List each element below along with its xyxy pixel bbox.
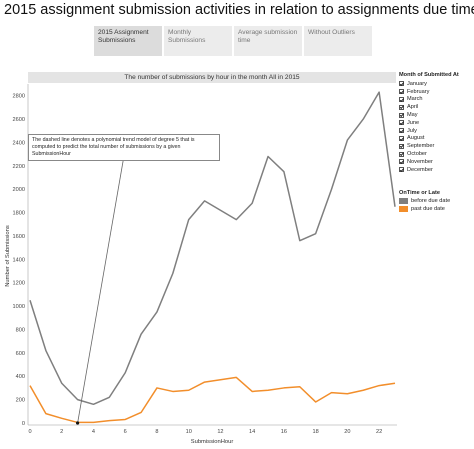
month-filter-march[interactable]: March xyxy=(399,96,474,104)
tab-average-submission-time[interactable]: Average submission time xyxy=(234,26,304,56)
month-filter-label: October xyxy=(407,151,427,158)
x-tick-label: 22 xyxy=(376,429,382,435)
x-tick-label: 18 xyxy=(313,429,319,435)
month-filter-label: November xyxy=(407,158,433,165)
month-filter-label: July xyxy=(407,127,417,134)
x-tick-label: 6 xyxy=(124,429,127,435)
y-tick-label: 200 xyxy=(16,398,25,404)
y-axis-label: Number of Submissions xyxy=(5,225,11,287)
month-filter-january[interactable]: January xyxy=(399,80,474,88)
month-filter-label: May xyxy=(407,112,418,119)
month-filter-april[interactable]: April xyxy=(399,103,474,111)
legend-swatch xyxy=(399,206,408,213)
checkbox-checked-icon[interactable] xyxy=(399,128,404,134)
checkbox-checked-icon[interactable] xyxy=(399,81,404,87)
page-title: 2015 assignment submission activities in… xyxy=(4,2,474,18)
month-filter-february[interactable]: February xyxy=(399,88,474,96)
y-tick-label: 2400 xyxy=(13,140,25,146)
chart-title: The number of submissions by hour in the… xyxy=(28,72,396,83)
month-filter-label: August xyxy=(407,135,425,142)
checkbox-checked-icon[interactable] xyxy=(399,112,404,118)
y-tick-label: 1000 xyxy=(13,304,25,310)
checkbox-checked-icon[interactable] xyxy=(399,135,404,141)
legend-item-before-due-date[interactable]: before due date xyxy=(399,198,474,206)
y-tick-label: 0 xyxy=(22,421,25,427)
x-tick-label: 8 xyxy=(155,429,158,435)
checkbox-checked-icon[interactable] xyxy=(399,96,404,102)
x-axis-label: SubmissionHour xyxy=(191,439,234,445)
tab-without-outliers[interactable]: Without Outliers xyxy=(304,26,374,56)
tab-2015-assignment-submissions[interactable]: 2015 Assignment Submissions xyxy=(94,26,164,56)
x-tick-label: 12 xyxy=(217,429,223,435)
month-filter-label: February xyxy=(407,88,430,95)
tab-bar: 2015 Assignment Submissions Monthly Subm… xyxy=(94,26,374,56)
month-filter-june[interactable]: June xyxy=(399,119,474,127)
checkbox-checked-icon[interactable] xyxy=(399,143,404,149)
legend-label: past due date xyxy=(411,206,445,213)
month-filter-label: September xyxy=(407,143,435,150)
month-filter-label: April xyxy=(407,104,419,111)
y-tick-label: 2000 xyxy=(13,187,25,193)
legend: Month of Submitted At January February Mar… xyxy=(399,72,474,213)
x-tick-label: 14 xyxy=(249,429,255,435)
checkbox-checked-icon[interactable] xyxy=(399,151,404,157)
x-tick-label: 4 xyxy=(92,429,95,435)
legend-ontime-header: OnTime or Late xyxy=(399,189,440,196)
legend-swatch xyxy=(399,198,408,205)
month-filter-label: January xyxy=(407,80,427,87)
y-tick-label: 1400 xyxy=(13,257,25,263)
checkbox-checked-icon[interactable] xyxy=(399,120,404,126)
x-tick-label: 2 xyxy=(60,429,63,435)
y-tick-label: 600 xyxy=(16,351,25,357)
checkbox-checked-icon[interactable] xyxy=(399,167,404,173)
annotation-anchor-point xyxy=(76,421,80,425)
tab-monthly-submissions[interactable]: Monthly Submissions xyxy=(164,26,234,56)
x-tick-label: 16 xyxy=(281,429,287,435)
month-filter-label: June xyxy=(407,119,420,126)
y-tick-label: 2800 xyxy=(13,94,25,100)
x-tick-label: 10 xyxy=(186,429,192,435)
y-tick-label: 1600 xyxy=(13,234,25,240)
y-tick-label: 1200 xyxy=(13,281,25,287)
series-line-past-due-date xyxy=(29,376,396,424)
legend-label: before due date xyxy=(411,198,451,205)
month-filter-december[interactable]: December xyxy=(399,166,474,174)
series-line-before-due-date xyxy=(29,91,396,406)
checkbox-checked-icon[interactable] xyxy=(399,159,404,165)
trend-annotation: The dashed line denotes a polynomial tre… xyxy=(28,134,220,162)
y-tick-label: 800 xyxy=(16,327,25,333)
legend-month-header: Month of Submitted At xyxy=(399,72,459,78)
month-filter-september[interactable]: September xyxy=(399,142,474,150)
month-filter-november[interactable]: November xyxy=(399,158,474,166)
month-filter-october[interactable]: October xyxy=(399,150,474,158)
checkbox-checked-icon[interactable] xyxy=(399,104,404,110)
annotation-pointer-line xyxy=(77,149,126,424)
y-tick-label: 400 xyxy=(16,374,25,380)
y-tick-label: 1800 xyxy=(13,211,25,217)
legend-item-past-due-date[interactable]: past due date xyxy=(399,205,474,213)
month-filter-july[interactable]: July xyxy=(399,127,474,135)
y-tick-label: 2600 xyxy=(13,117,25,123)
y-tick-label: 2200 xyxy=(13,164,25,170)
month-filter-august[interactable]: August xyxy=(399,135,474,143)
x-tick-label: 20 xyxy=(344,429,350,435)
month-filter-label: December xyxy=(407,166,433,173)
checkbox-checked-icon[interactable] xyxy=(399,89,404,95)
month-filter-label: March xyxy=(407,96,423,103)
month-filter-may[interactable]: May xyxy=(399,111,474,119)
x-tick-label: 0 xyxy=(28,429,31,435)
